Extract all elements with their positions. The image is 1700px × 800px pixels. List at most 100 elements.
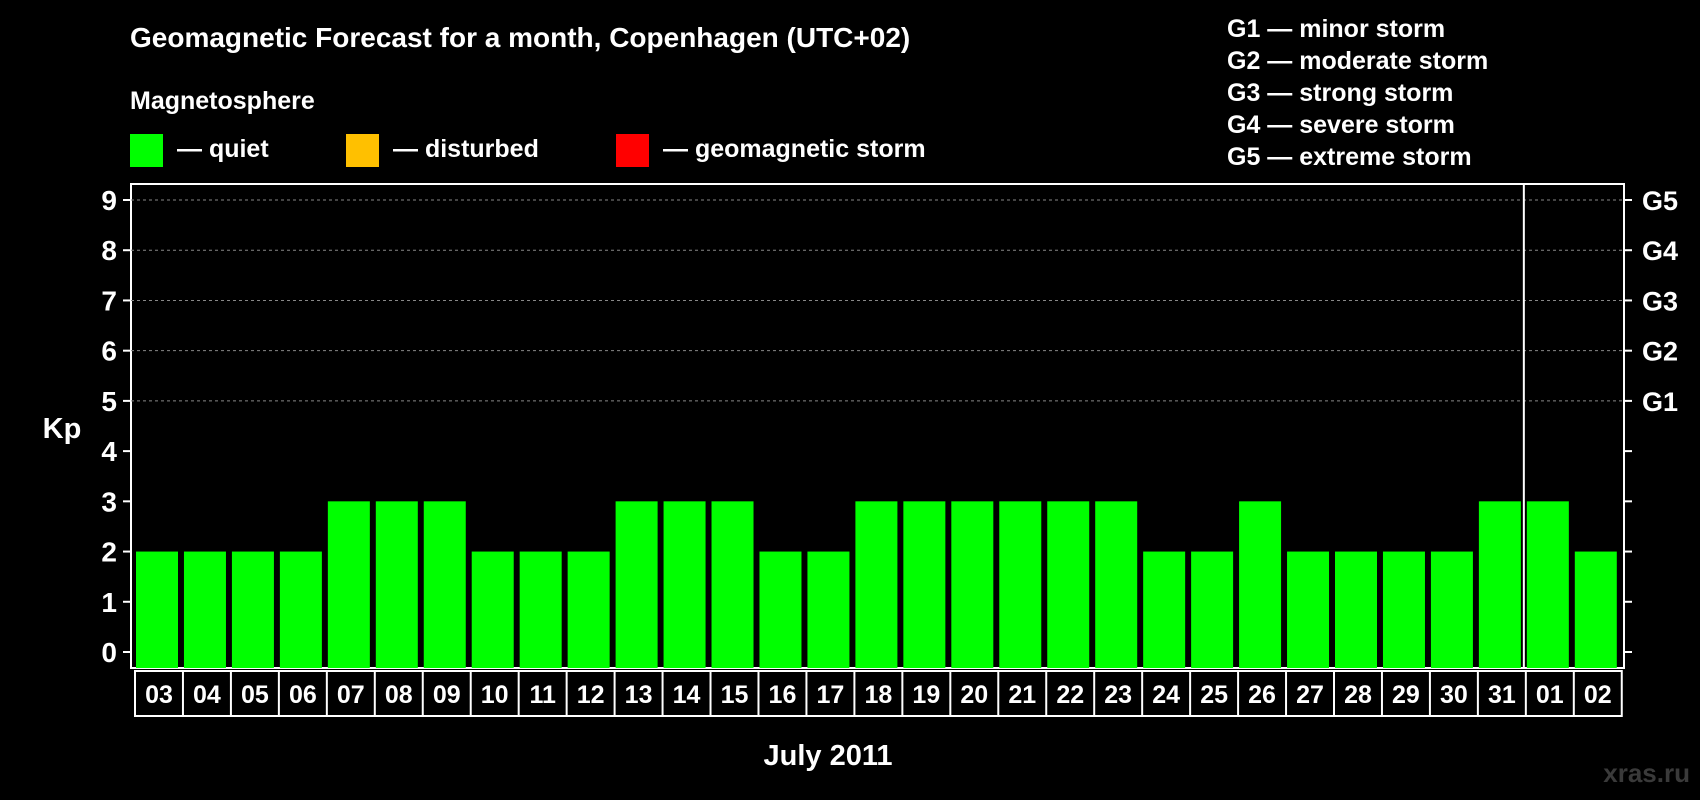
category-label: 09 (433, 681, 461, 709)
category-label: 24 (1152, 681, 1180, 709)
bar-15 (711, 501, 754, 668)
category-label: 05 (241, 681, 269, 709)
bar-12 (567, 551, 610, 668)
y-tick-label: 0 (101, 637, 117, 668)
storm-scale-g2: G2 — moderate storm (1227, 47, 1488, 75)
category-label: 23 (1104, 681, 1132, 709)
bar-04 (183, 551, 226, 668)
bar-13 (615, 501, 658, 668)
right-tick-label: G4 (1642, 236, 1678, 266)
category-label: 10 (481, 681, 509, 709)
storm-scale-g5: G5 — extreme storm (1227, 143, 1472, 171)
bar-01 (1526, 501, 1569, 668)
bar-20 (951, 501, 994, 668)
category-label: 28 (1344, 681, 1372, 709)
bar-25 (1191, 551, 1234, 668)
category-label: 25 (1200, 681, 1228, 709)
category-box (134, 670, 1623, 717)
legend-label-quiet: — quiet (177, 135, 269, 163)
category-label: 21 (1008, 681, 1036, 709)
storm-scale-g4: G4 — severe storm (1227, 111, 1455, 139)
right-axis: G1 G2 G3 G4 G5 (1624, 186, 1678, 653)
y-tick-label: 7 (101, 285, 117, 316)
right-tick-label: G5 (1642, 186, 1678, 216)
bar-11 (519, 551, 562, 668)
legend-label-disturbed: — disturbed (393, 135, 539, 163)
bar-26 (1239, 501, 1282, 668)
storm-scale-g1: G1 — minor storm (1227, 15, 1445, 43)
category-label: 18 (864, 681, 892, 709)
bar-21 (999, 501, 1042, 668)
category-label: 20 (960, 681, 988, 709)
category-label: 19 (912, 681, 940, 709)
bar-31 (1478, 501, 1521, 668)
y-axis: 0 1 2 3 4 5 6 7 8 9 (101, 185, 131, 668)
y-tick-label: 2 (101, 537, 117, 568)
bar-17 (807, 551, 850, 668)
bar-06 (279, 551, 322, 668)
category-label: 04 (193, 681, 221, 709)
category-label: 12 (577, 681, 605, 709)
right-tick-label: G2 (1642, 337, 1678, 367)
legend-swatch-quiet (130, 134, 163, 167)
storm-scale: G1 — minor storm G2 — moderate storm G3 … (1227, 15, 1488, 171)
y-axis-label: Kp (43, 413, 82, 445)
category-label: 16 (769, 681, 797, 709)
bar-24 (1143, 551, 1186, 668)
bar-23 (1095, 501, 1138, 668)
bar-19 (903, 501, 946, 668)
bar-30 (1430, 551, 1473, 668)
category-label: 03 (145, 681, 173, 709)
bar-09 (423, 501, 466, 668)
bar-08 (375, 501, 418, 668)
watermark: xras.ru (1603, 758, 1690, 788)
bar-02 (1574, 551, 1617, 668)
grid-lines (131, 199, 1624, 402)
y-tick-label: 3 (101, 486, 117, 517)
y-tick-label: 5 (101, 386, 117, 417)
chart-title: Geomagnetic Forecast for a month, Copenh… (130, 22, 910, 53)
y-tick-label: 8 (101, 235, 117, 266)
category-label: 13 (625, 681, 653, 709)
category-label: 07 (337, 681, 365, 709)
bar-18 (855, 501, 898, 668)
bar-03 (136, 551, 178, 668)
bar-07 (327, 501, 370, 668)
right-tick-label: G1 (1642, 387, 1678, 417)
y-tick-label: 9 (101, 185, 117, 216)
bar-16 (759, 551, 802, 668)
y-tick-label: 6 (101, 336, 117, 367)
bars (136, 184, 1617, 668)
category-label: 29 (1392, 681, 1420, 709)
subtitle: Magnetosphere (130, 87, 315, 115)
bar-27 (1287, 551, 1330, 668)
bar-28 (1335, 551, 1377, 668)
category-label: 26 (1248, 681, 1276, 709)
category-label: 15 (721, 681, 749, 709)
storm-scale-g3: G3 — strong storm (1227, 79, 1453, 107)
bar-29 (1382, 551, 1425, 668)
category-label: 02 (1584, 681, 1612, 709)
category-label: 17 (817, 681, 845, 709)
category-label: 08 (385, 681, 413, 709)
category-label: 30 (1440, 681, 1468, 709)
x-axis-label: July 2011 (764, 740, 893, 772)
category-label: 31 (1488, 681, 1516, 709)
x-categories: 03 04 05 06 07 08 09 10 11 12 13 14 15 16 17 18 19 20 21 22… (134, 670, 1623, 717)
y-tick-label: 1 (101, 587, 117, 618)
legend-swatch-disturbed (346, 134, 379, 167)
right-tick-label: G3 (1642, 286, 1678, 316)
y-tick-label: 4 (101, 436, 117, 467)
legend-swatch-storm (616, 134, 649, 167)
category-label: 01 (1536, 681, 1564, 709)
bar-14 (663, 501, 706, 668)
legend: — quiet — disturbed — geomagnetic storm (130, 134, 926, 167)
legend-label-storm: — geomagnetic storm (663, 135, 926, 163)
category-label: 22 (1056, 681, 1084, 709)
category-label: 27 (1296, 681, 1324, 709)
category-label: 11 (529, 681, 556, 709)
bar-05 (231, 551, 274, 668)
bar-22 (1047, 501, 1090, 668)
bar-10 (471, 551, 514, 668)
